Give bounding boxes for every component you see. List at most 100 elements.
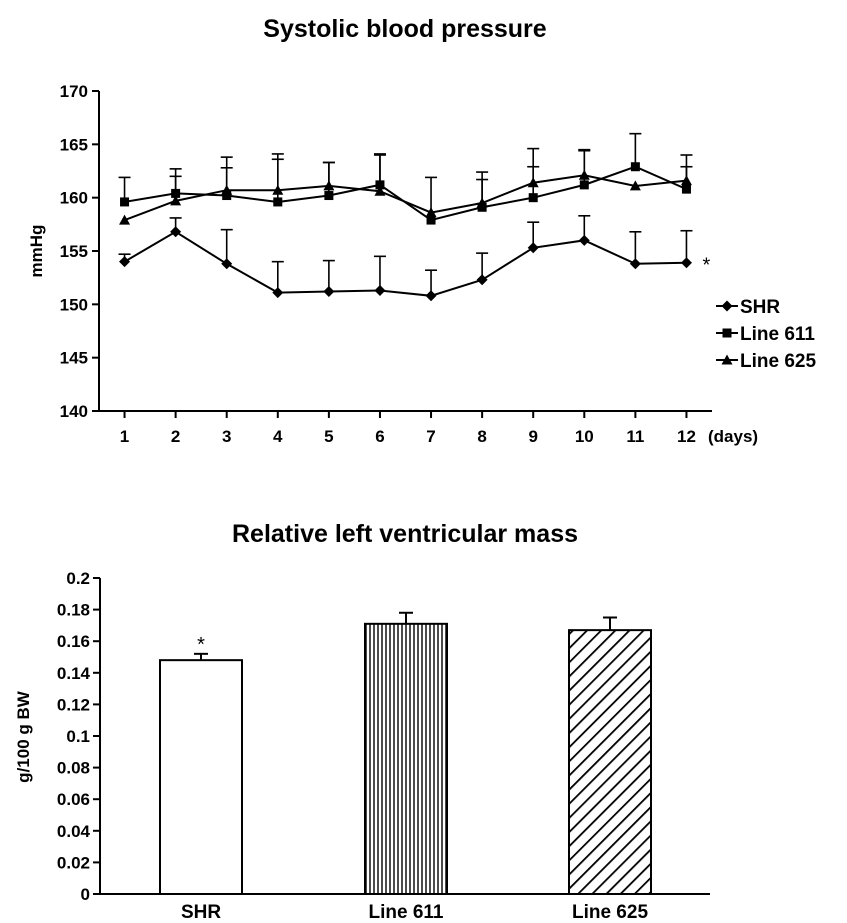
y-tick-label: 0.08 xyxy=(57,759,90,778)
bar-chart-title: Relative left ventricular mass xyxy=(232,520,578,548)
x-tick-label: 4 xyxy=(273,427,283,446)
data-point-shr xyxy=(323,286,335,298)
data-point-line-611 xyxy=(579,180,589,190)
y-tick-label: 0 xyxy=(81,885,90,904)
legend-label-shr: SHR xyxy=(740,297,780,318)
y-tick-label: 0.18 xyxy=(57,601,90,620)
data-point-line-625 xyxy=(425,207,437,218)
x-tick-label: 5 xyxy=(324,427,333,446)
legend-symbol-line-611 xyxy=(716,328,738,338)
data-point-line-611 xyxy=(324,191,334,201)
x-tick-label: 7 xyxy=(426,427,435,446)
data-point-shr xyxy=(272,287,284,299)
series-line-shr xyxy=(124,230,687,297)
y-tick-label: 0.12 xyxy=(57,695,90,714)
series-shr: * xyxy=(118,215,710,302)
y-tick-label: 155 xyxy=(60,242,88,261)
data-point-line-625 xyxy=(680,175,692,186)
legend-symbol-line-625 xyxy=(716,354,738,365)
x-tick-label: 2 xyxy=(171,427,180,446)
data-point-line-625 xyxy=(578,169,590,180)
data-point-line-625 xyxy=(527,177,539,188)
y-tick-label: 165 xyxy=(60,135,88,154)
data-point-shr xyxy=(629,258,641,270)
x-tick-label: 3 xyxy=(222,427,231,446)
line-chart-x-axis-label: (days) xyxy=(708,427,758,446)
data-point-line-625 xyxy=(272,184,284,195)
x-tick-label: 9 xyxy=(528,427,537,446)
data-point-shr xyxy=(680,257,692,269)
legend-marker xyxy=(722,328,732,338)
bar-group-line-625: Line 625 xyxy=(568,616,652,923)
data-point-shr xyxy=(170,226,182,238)
x-tick-label: SHR xyxy=(181,902,221,923)
series-line-625 xyxy=(119,147,693,225)
data-point-shr xyxy=(476,274,488,286)
y-tick-label: 170 xyxy=(60,82,88,101)
bar-line-625 xyxy=(568,629,652,895)
legend-item-line-611: Line 611 xyxy=(716,324,815,345)
series-line-line-625 xyxy=(124,174,687,222)
legend-symbol-shr xyxy=(716,300,738,312)
line-chart-title: Systolic blood pressure xyxy=(263,15,547,43)
y-tick-label: 0.06 xyxy=(57,790,90,809)
x-tick-label: Line 625 xyxy=(572,902,648,923)
bar-chart-y-axis-label: g/100 g BW xyxy=(14,690,33,783)
bar-line-611 xyxy=(364,622,448,895)
data-point-line-625 xyxy=(629,180,641,191)
data-point-line-625 xyxy=(170,195,182,206)
y-tick-label: 140 xyxy=(60,402,88,421)
y-tick-label: 160 xyxy=(60,189,88,208)
data-point-line-625 xyxy=(323,180,335,191)
data-point-line-611 xyxy=(222,191,232,201)
data-point-line-625 xyxy=(476,197,488,208)
legend-marker xyxy=(721,354,733,365)
legend-item-shr: SHR xyxy=(716,297,780,318)
data-point-shr xyxy=(221,258,233,270)
x-tick-label: 11 xyxy=(626,427,644,446)
line-chart-legend: SHR Line 611 Line 625 xyxy=(716,297,816,372)
line-chart: Systolic blood pressure mmHg (days) 140 1… xyxy=(27,15,816,446)
x-tick-label: Line 611 xyxy=(369,902,444,923)
x-tick-label: 6 xyxy=(375,427,384,446)
bar-chart-plot-area: * SHR Line 611 Line 625 xyxy=(159,611,652,923)
data-point-line-611 xyxy=(681,184,691,194)
data-point-shr xyxy=(527,242,539,254)
y-tick-label: 150 xyxy=(60,295,88,314)
x-tick-label: 12 xyxy=(677,427,696,446)
bar-chart: Relative left ventricular mass g/100 g B… xyxy=(14,520,710,923)
legend-label-line-625: Line 625 xyxy=(740,351,816,372)
data-point-shr xyxy=(374,284,386,296)
data-point-line-611 xyxy=(630,162,640,172)
significance-marker: * xyxy=(702,255,710,277)
y-tick-label: 0.2 xyxy=(66,569,90,588)
significance-marker: * xyxy=(197,634,205,656)
data-point-line-611 xyxy=(426,215,436,225)
bar-group-line-611: Line 611 xyxy=(364,611,448,923)
data-point-shr xyxy=(425,290,437,302)
y-tick-label: 0.16 xyxy=(57,632,90,651)
data-point-line-625 xyxy=(221,184,233,195)
line-chart-y-axis-label: mmHg xyxy=(27,225,46,278)
data-point-line-611 xyxy=(120,197,130,207)
legend-item-line-625: Line 625 xyxy=(716,351,816,372)
x-tick-label: 8 xyxy=(477,427,486,446)
data-point-line-611 xyxy=(528,193,538,203)
x-tick-label: 10 xyxy=(575,427,594,446)
y-tick-label: 0.02 xyxy=(57,853,90,872)
x-tick-label: 1 xyxy=(120,427,129,446)
data-point-shr xyxy=(119,256,131,268)
data-point-shr xyxy=(578,234,590,246)
legend-marker xyxy=(721,300,733,312)
y-tick-label: 145 xyxy=(60,349,88,368)
bar-group-shr: * SHR xyxy=(159,634,243,923)
y-tick-label: 0.1 xyxy=(66,727,90,746)
line-chart-plot-area: * xyxy=(118,132,710,302)
data-point-line-625 xyxy=(119,214,131,225)
y-tick-label: 0.04 xyxy=(57,822,91,841)
legend-label-line-611: Line 611 xyxy=(740,324,815,345)
data-point-line-625 xyxy=(374,185,386,196)
y-tick-label: 0.14 xyxy=(57,664,91,683)
